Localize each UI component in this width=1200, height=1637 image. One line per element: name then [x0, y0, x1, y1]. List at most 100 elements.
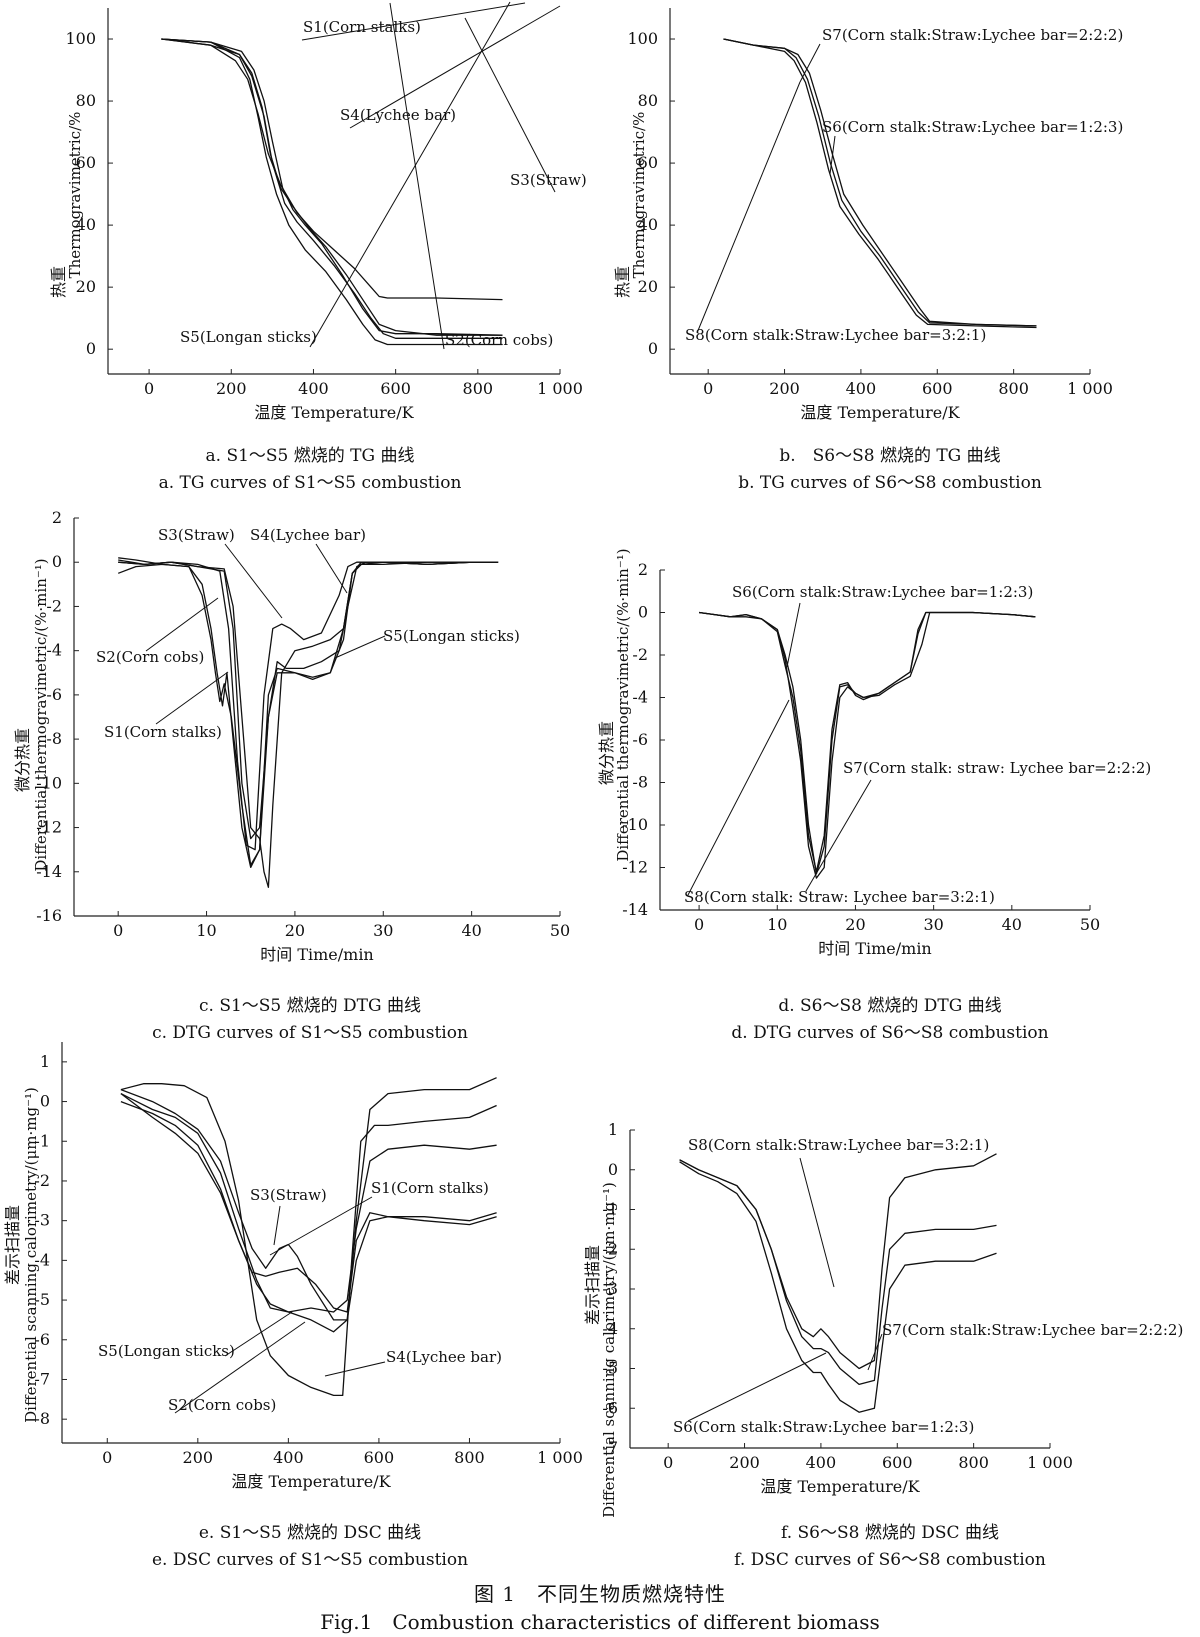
series-line-3: [723, 38, 1037, 327]
x-tick-label: 200: [769, 379, 800, 398]
series-annotation: S5(Longan sticks): [180, 328, 317, 346]
x-tick-label: 400: [806, 1453, 837, 1472]
y-tick-label: -10: [622, 815, 648, 834]
x-tick-label: 800: [958, 1453, 989, 1472]
series-line-5: [118, 561, 499, 840]
y-axis-label-cn: 热重: [613, 266, 632, 298]
y-tick-label: -12: [36, 818, 62, 837]
series-annotation: S3(Straw): [158, 526, 235, 544]
x-tick-label: 400: [273, 1448, 304, 1467]
figure-caption-cn: 图 1 不同生物质燃烧特性: [473, 1582, 727, 1606]
x-tick-label: 800: [463, 379, 494, 398]
caption-e-en: e. DSC curves of S1～S5 combustion: [151, 1550, 469, 1570]
series-annotation: S7(Corn stalk: straw: Lychee bar=2:2:2): [843, 759, 1151, 777]
series-annotation: S5(Longan sticks): [98, 1342, 235, 1360]
x-tick-label: 50: [550, 921, 570, 940]
series-annotation: S8(Corn stalk: Straw: Lychee bar=3:2:1): [684, 888, 995, 906]
y-tick-label: -14: [36, 862, 62, 881]
annotation-leader: [867, 1333, 883, 1371]
x-tick-label: 10: [196, 921, 216, 940]
x-tick-label: 0: [694, 915, 704, 934]
y-tick-label: -4: [632, 688, 648, 707]
caption-f-en: f. DSC curves of S6～S8 combustion: [734, 1550, 1046, 1570]
series-annotation: S3(Straw): [250, 1186, 327, 1204]
x-axis-label: 时间 Time/min: [818, 939, 932, 958]
x-tick-label: 400: [846, 379, 877, 398]
series-line-2: [699, 611, 1036, 873]
y-tick-label: -10: [36, 773, 62, 792]
annotation-leader: [696, 81, 801, 334]
y-tick-label: -3: [34, 1211, 50, 1230]
x-tick-label: 600: [364, 1448, 395, 1467]
x-tick-label: 0: [703, 379, 713, 398]
caption-c-cn: c. S1～S5 燃烧的 DTG 曲线: [198, 996, 421, 1016]
series-annotation: S6(Corn stalk:Straw:Lychee bar=1:2:3): [822, 118, 1123, 136]
series-annotation: S7(Corn stalk:Straw:Lychee bar=2:2:2): [822, 26, 1123, 44]
y-tick-label: 100: [65, 29, 96, 48]
x-tick-label: 40: [1002, 915, 1022, 934]
y-tick-label: -2: [632, 645, 648, 664]
x-axis-label: 温度 Temperature/K: [800, 403, 960, 422]
x-tick-label: 1 000: [537, 1448, 583, 1467]
x-tick-label: 200: [729, 1453, 760, 1472]
series-annotation: S5(Longan sticks): [383, 627, 520, 645]
y-tick-label: 40: [638, 215, 658, 234]
x-tick-label: 40: [461, 921, 481, 940]
chart-b: 0 200 400 600 800 1 000 0 20 40 60 80 100 温度 Tempera…: [613, 8, 1123, 422]
series-annotation: S2(Corn cobs): [445, 331, 553, 349]
y-tick-label: -1: [34, 1131, 50, 1150]
chart-a: 0 200 400 600 800 1 000 0 20 40 60 80 100 温度 Tempera…: [49, 1, 587, 422]
x-tick-label: 200: [183, 1448, 214, 1467]
x-tick-label: 400: [298, 379, 329, 398]
series-line-4: [120, 1083, 497, 1397]
y-axis-label-cn: 差示扫描量: [583, 1245, 602, 1325]
y-tick-label: 80: [638, 91, 658, 110]
chart-f: 0 200 400 600 800 1 000 1 0 -1 -2 -3 -4 -5 -6 -7 温度 Tem…: [583, 1120, 1183, 1518]
series-line-2: [120, 1093, 497, 1333]
annotation-leader: [805, 779, 872, 892]
x-tick-label: 10: [767, 915, 787, 934]
series-annotation: S1(Corn stalks): [303, 18, 421, 36]
annotation-leader: [174, 1321, 306, 1414]
y-tick-label: 60: [76, 153, 96, 172]
y-tick-label: -5: [602, 1359, 618, 1378]
series-line-5: [161, 38, 503, 336]
series-line-1: [117, 561, 499, 869]
annotation-leader: [687, 699, 790, 896]
y-axis-label-cn: 微分热重: [597, 721, 616, 785]
series-annotation: S8(Corn stalk:Straw:Lychee bar=3:2:1): [685, 326, 986, 344]
series-line-1: [699, 611, 1036, 875]
annotation-leader: [799, 43, 821, 83]
y-tick-label: -2: [34, 1171, 50, 1190]
series-annotation: S2(Corn cobs): [168, 1396, 276, 1414]
x-tick-label: 0: [102, 1448, 112, 1467]
annotation-leader: [687, 1352, 827, 1422]
y-tick-label: 0: [40, 1092, 50, 1111]
x-tick-label: 1 000: [1067, 379, 1113, 398]
series-line-3: [118, 559, 499, 851]
y-tick-label: -7: [34, 1369, 50, 1388]
y-axis-label-en: Differential thermogravimetric/(%·min⁻¹): [614, 548, 632, 861]
series-line-2: [161, 38, 503, 346]
caption-a-en: a. TG curves of S1～S5 combustion: [158, 473, 462, 493]
y-axis-label-cn: 微分热重: [13, 728, 32, 792]
annotation-leader: [273, 1205, 281, 1246]
y-tick-label: -4: [46, 641, 62, 660]
series-annotation: S3(Straw): [510, 171, 587, 189]
y-axis-label-en: Differential scanning calorimetry/(μm·mg…: [600, 1182, 618, 1518]
x-tick-label: 0: [663, 1453, 673, 1472]
x-tick-label: 600: [922, 379, 953, 398]
x-tick-label: 200: [216, 379, 247, 398]
y-tick-label: 0: [52, 552, 62, 571]
caption-e-cn: e. S1～S5 燃烧的 DSC 曲线: [198, 1523, 422, 1543]
series-annotation: S4(Lychee bar): [250, 526, 366, 544]
series-line-1: [679, 1161, 997, 1413]
annotation-leader: [786, 602, 801, 668]
y-tick-label: 0: [648, 339, 658, 358]
caption-b-en: b. TG curves of S6～S8 combustion: [738, 473, 1042, 493]
y-tick-label: -7: [602, 1438, 618, 1457]
annotation-leader: [269, 1196, 373, 1256]
y-tick-label: 1: [608, 1120, 618, 1139]
y-axis-label-en: Thermogravimetric/%: [630, 112, 648, 279]
